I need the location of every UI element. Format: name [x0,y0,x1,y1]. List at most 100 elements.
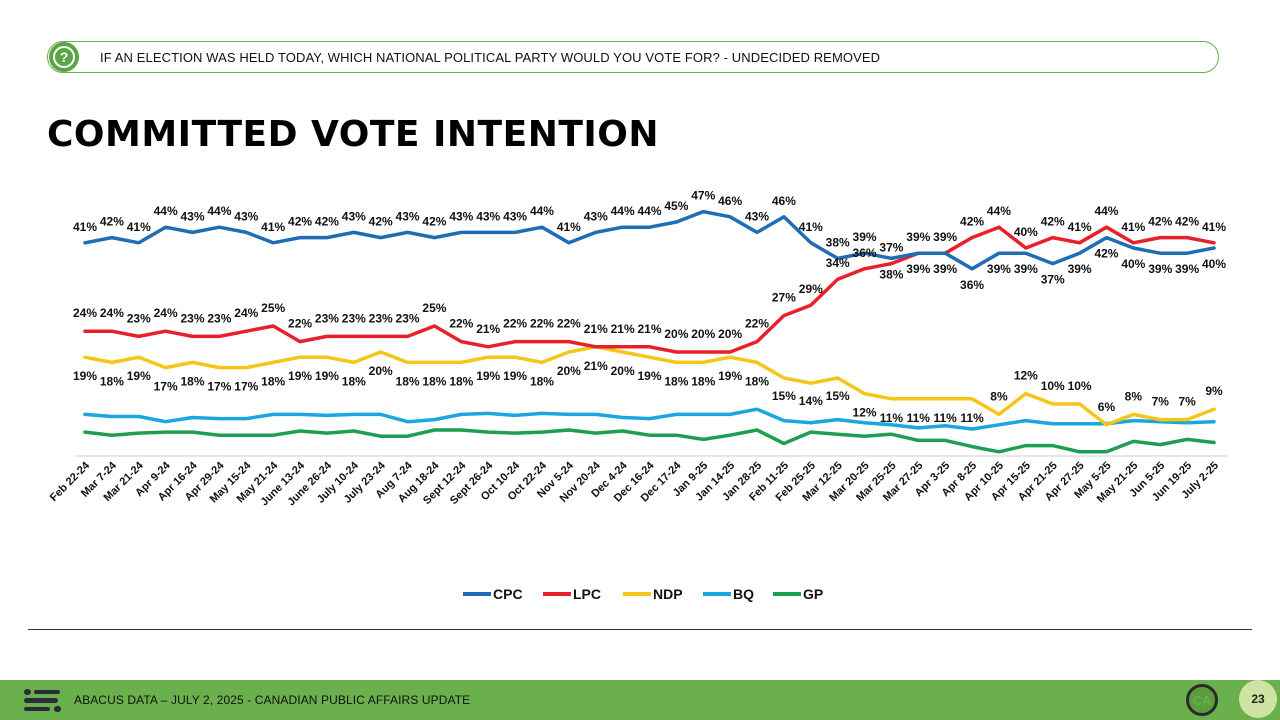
data-label-lpc: 20% [691,327,715,341]
data-label-ndp: 15% [826,389,850,403]
data-label-cpc: 42% [369,215,393,229]
data-label-ndp: 20% [369,364,393,378]
data-label-lpc: 42% [1148,215,1172,229]
legend-label-cpc: CPC [493,586,523,602]
data-label-lpc: 34% [826,256,850,270]
data-label-cpc: 42% [1094,247,1118,261]
data-label-ndp: 19% [637,369,661,383]
data-label-ndp: 21% [584,359,608,373]
data-label-cpc: 39% [1148,262,1172,276]
data-label-lpc: 22% [745,317,769,331]
data-label-lpc: 22% [530,317,554,331]
data-label-lpc: 36% [853,246,877,260]
data-label-cpc: 39% [1014,262,1038,276]
data-label-ndp: 18% [261,374,285,388]
data-label-ndp: 19% [73,369,97,383]
data-label-cpc: 37% [1041,273,1065,287]
data-label-cpc: 44% [611,204,635,218]
data-label-ndp: 18% [449,374,473,388]
data-label-cpc: 39% [906,262,930,276]
data-label-cpc: 39% [987,262,1011,276]
data-label-lpc: 42% [1041,215,1065,229]
data-label-lpc: 24% [234,306,258,320]
data-label-ndp: 18% [530,374,554,388]
data-label-cpc: 38% [879,267,903,281]
svg-text:?: ? [60,49,69,65]
data-label-lpc: 23% [181,311,205,325]
data-label-cpc: 40% [1121,257,1145,271]
data-label-cpc: 43% [449,209,473,223]
data-label-ndp: 11% [880,411,904,425]
data-label-ndp: 12% [1014,369,1038,383]
data-label-cpc: 42% [315,215,339,229]
data-label-cpc: 42% [422,215,446,229]
data-label-ndp: 18% [422,374,446,388]
data-label-cpc: 46% [772,194,796,208]
data-label-cpc: 43% [745,209,769,223]
data-label-lpc: 23% [207,311,231,325]
divider-line [28,629,1252,630]
data-label-ndp: 11% [907,411,931,425]
data-label-cpc: 39% [933,262,957,276]
data-label-ndp: 20% [557,364,581,378]
data-label-ndp: 14% [799,394,823,408]
data-label-cpc: 43% [181,209,205,223]
data-label-lpc: 24% [154,306,178,320]
footer-text: ABACUS DATA – JULY 2, 2025 - CANADIAN PU… [74,693,471,707]
data-label-ndp: 18% [342,374,366,388]
data-label-lpc: 39% [933,230,957,244]
series-line-gp [83,428,1216,454]
data-label-lpc: 21% [476,322,500,336]
data-label-ndp: 19% [288,369,312,383]
question-text: IF AN ELECTION WAS HELD TODAY, WHICH NAT… [100,50,881,65]
data-label-cpc: 43% [584,209,608,223]
data-label-ndp: 10% [1041,379,1065,393]
data-label-lpc: 42% [960,215,984,229]
data-label-lpc: 44% [987,204,1011,218]
data-label-ndp: 12% [853,406,877,420]
footer-bar [0,680,1280,720]
data-label-cpc: 39% [1175,262,1199,276]
page-title: COMMITTED VOTE INTENTION [47,114,660,155]
data-label-cpc: 43% [476,209,500,223]
data-label-cpc: 47% [691,189,715,203]
data-label-ndp: 10% [1068,379,1092,393]
data-label-lpc: 24% [73,306,97,320]
data-label-lpc: 21% [611,322,635,336]
data-label-cpc: 38% [826,235,850,249]
data-label-ndp: 18% [181,374,205,388]
data-label-cpc: 41% [799,220,823,234]
data-label-ndp: 17% [154,380,178,394]
data-label-ndp: 18% [100,374,124,388]
data-label-cpc: 36% [960,278,984,292]
data-label-cpc: 41% [557,220,581,234]
data-label-lpc: 25% [261,301,285,315]
data-label-ndp: 18% [745,374,769,388]
data-label-lpc: 37% [879,241,903,255]
data-label-ndp: 7% [1178,395,1196,409]
series-line-lpc [83,225,1216,354]
page-number: 23 [1239,680,1277,718]
data-label-lpc: 20% [718,327,742,341]
data-label-lpc: 22% [503,317,527,331]
data-label-cpc: 41% [261,220,285,234]
data-label-lpc: 40% [1014,225,1038,239]
data-label-ndp: 19% [718,369,742,383]
ca-badge: CA [1186,684,1218,716]
data-label-lpc: 21% [637,322,661,336]
data-label-lpc: 41% [1202,220,1226,234]
data-label-ndp: 19% [503,369,527,383]
data-label-ndp: 8% [1125,389,1143,403]
data-label-cpc: 43% [342,209,366,223]
data-label-lpc: 42% [1175,215,1199,229]
data-label-cpc: 39% [853,230,877,244]
data-label-cpc: 45% [664,199,688,213]
data-label-ndp: 20% [611,364,635,378]
data-label-cpc: 43% [503,209,527,223]
data-label-lpc: 23% [127,311,151,325]
data-label-cpc: 40% [1202,257,1226,271]
legend-label-lpc: LPC [573,586,601,602]
data-label-ndp: 11% [934,411,958,425]
data-label-lpc: 23% [342,311,366,325]
